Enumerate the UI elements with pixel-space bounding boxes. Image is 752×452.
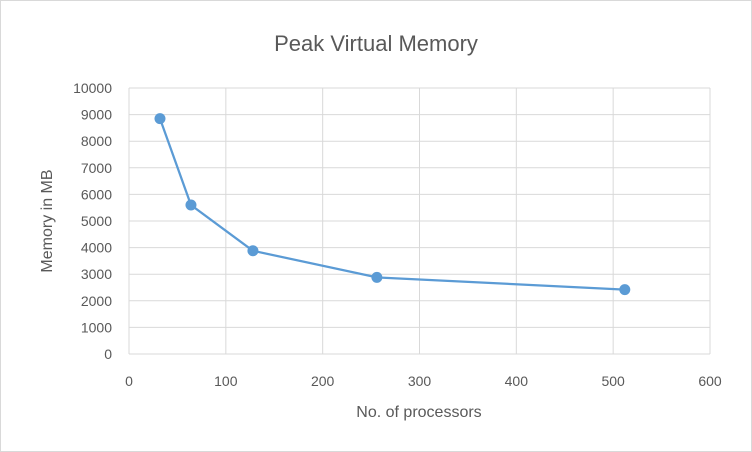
x-tick-label: 100 [214,373,238,389]
y-tick-label: 8000 [81,133,112,149]
x-axis-label: No. of processors [356,404,481,421]
y-tick-label: 10000 [73,80,112,96]
y-tick-label: 4000 [81,240,112,256]
x-tick-label: 200 [311,373,335,389]
y-tick-label: 9000 [81,107,112,123]
series-layer [154,113,631,296]
y-tick-label: 1000 [81,319,112,335]
y-axis-ticks: 0 1000 2000 3000 4000 5000 6000 7000 8000 9000 100… [73,80,112,362]
data-point [185,199,197,211]
x-axis-ticks: 0 100 200 300 400 500 600 [125,373,722,389]
x-tick-label: 600 [698,373,722,389]
gridlines [128,87,711,355]
y-tick-label: 3000 [81,266,112,282]
x-tick-label: 0 [125,373,133,389]
y-tick-label: 5000 [81,213,112,229]
x-tick-label: 400 [505,373,529,389]
x-tick-label: 500 [601,373,625,389]
series-line [158,118,625,291]
y-tick-label: 7000 [81,160,112,176]
data-point [154,113,166,125]
y-tick-label: 2000 [81,293,112,309]
chart-title: Peak Virtual Memory [274,31,478,56]
data-point [619,284,631,296]
x-tick-label: 300 [408,373,432,389]
y-axis-label: Memory in MB [39,169,56,272]
y-tick-label: 0 [104,346,112,362]
data-point [371,271,383,283]
data-point [247,245,259,257]
y-tick-label: 6000 [81,186,112,202]
